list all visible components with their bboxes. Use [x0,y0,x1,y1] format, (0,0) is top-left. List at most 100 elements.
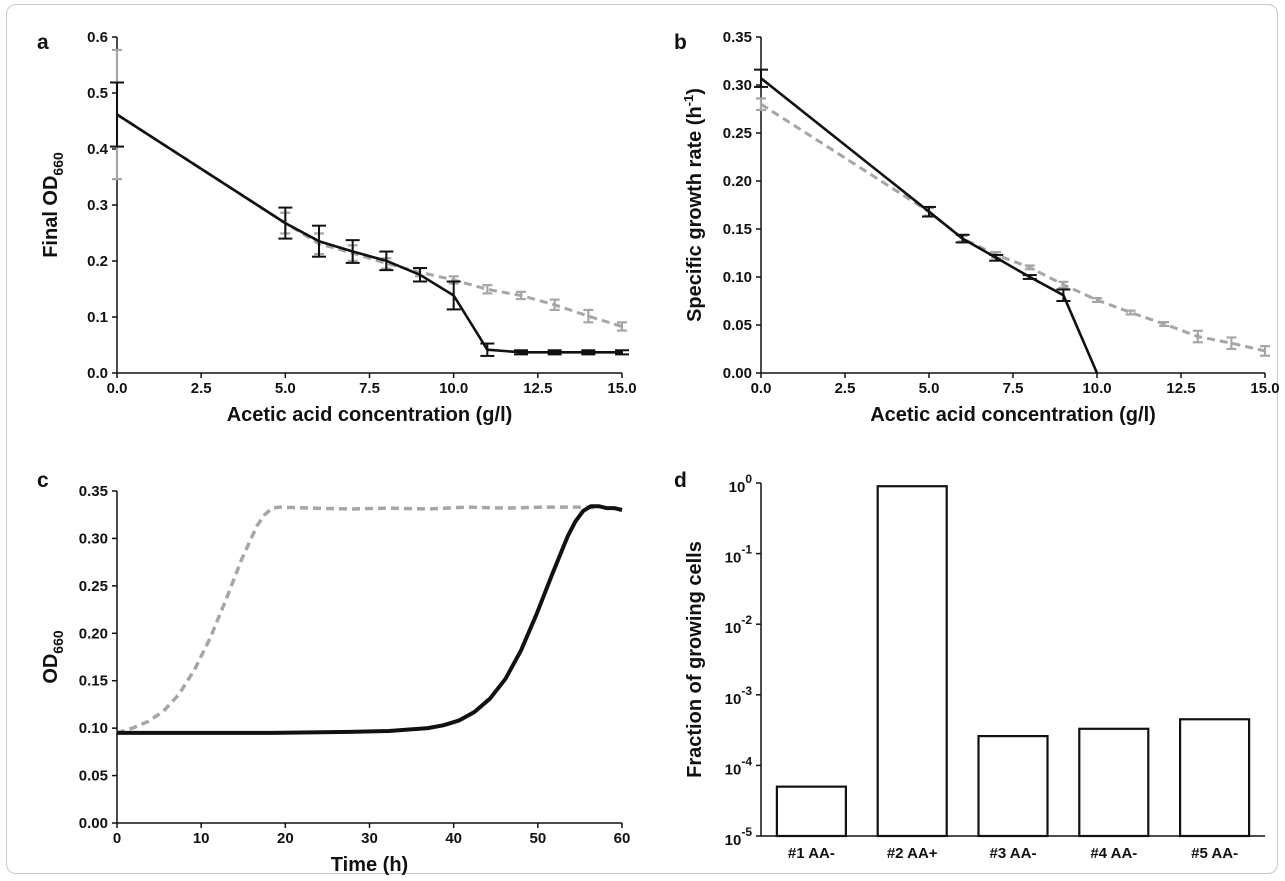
panel-b-dashed-series-errorbar [1226,336,1237,351]
panel-c-x-tick-label: 20 [277,830,294,847]
panel-c-x-tick-label: 10 [193,830,210,847]
panel-d-y-tick-label: 10-4 [725,754,753,778]
panel-a-label: a [37,31,49,54]
panel-d-y-tick-label: 10-5 [725,825,753,849]
panel-b: b 0.0 2.5 5.0 7.5 10.0 12.5 15.0 0.00 0.05 0.10 0.… [674,29,1279,426]
panel-a-solid-series-errorbar [615,349,629,356]
panel-a-solid-series-errorbar [110,81,124,148]
panel-c-y-tick-label: 0.00 [79,815,108,832]
panel-d-category-label: #4 AA- [1090,845,1137,862]
panel-a-dashed-series-errorbar [583,308,594,324]
panel-a-solid-series-errorbar [581,349,596,356]
panel-a-solid-series-errorbar [514,349,528,356]
panel-b-solid-series-errorbar [989,253,1004,262]
panel-b-x-axis-label: Acetic acid concentration (g/l) [870,404,1156,426]
panel-a-y-tick-label: 0.6 [87,29,108,46]
panel-a-dashed-series-errorbar [516,290,526,301]
panel-a-solid-series-errorbar [345,239,360,264]
panel-a-x-tick-label: 2.5 [191,380,212,397]
panel-a-y-tick-label: 0.0 [87,365,108,382]
panel-c-x-tick-label: 40 [445,830,462,847]
panel-a-solid-series-errorbar [446,280,461,311]
figure-frame: a 0.0 2.5 5.0 7.5 10.0 12.5 15.0 0.0 0.1 0.2 0.3 0.… [6,4,1279,875]
panel-d-y-tick-label: 10-1 [725,543,753,567]
panel-c-y-axis-label: OD660 [40,630,66,684]
panel-a-y-tick-label: 0.5 [87,85,108,102]
panel-b-solid-series [760,77,1099,374]
panel-b-y-tick-label: 0.25 [723,125,752,142]
panel-d-y-tick-label: 10-3 [725,684,753,708]
panel-b-solid-series-errorbar [754,68,768,88]
panel-b-y-tick-label: 0.20 [723,173,752,190]
panel-a-dashed-series-errorbar [549,298,560,312]
panel-b-dashed-series-errorbar [1058,280,1069,289]
panel-a-solid-series [116,113,622,354]
panel-b-dashed-series-errorbar [756,97,766,112]
panel-d-y-axis-label: Fraction of growing cells [684,541,706,778]
panel-a-y-tick-label: 0.3 [87,197,108,214]
panel-b-x-tick-label: 12.5 [1166,380,1195,397]
panel-a-x-tick-label: 7.5 [359,380,380,397]
panel-b-solid-series-errorbar [922,205,936,218]
panel-b-y-tick-label: 0.15 [723,221,752,238]
panel-d-category-label: #3 AA- [990,845,1037,862]
panel-d-bar [1078,727,1150,838]
panel-c: c 0 10 20 30 40 50 60 0.00 0.05 0.10 0.15 0.20 0.25 0… [37,469,630,875]
panel-b-x-tick-label: 10.0 [1082,380,1111,397]
panel-a-solid-series-errorbar [379,250,394,272]
panel-b-x-tick-label: 2.5 [835,380,856,397]
panel-c-solid-series [117,504,623,735]
panel-c-x-tick-label: 0 [113,830,121,847]
panel-b-dashed-series-errorbar [1092,297,1102,304]
panel-a-x-tick-label: 15.0 [607,380,636,397]
panel-b-dashed-series-errorbar [1260,345,1270,357]
panel-b-y-tick-label: 0.05 [723,317,752,334]
panel-b-solid-series-errorbar [955,233,970,244]
panel-b-solid-series-errorbar [1022,274,1037,280]
panel-b-y-tick-label: 0.35 [723,29,752,46]
panel-a-solid-series-errorbar [413,267,427,283]
panel-b-solid-series-errorbar [1056,288,1071,302]
panel-c-y-tick-label: 0.15 [79,673,108,690]
panel-a-solid-series-errorbar [278,206,293,240]
panel-b-label: b [674,31,687,54]
panel-a-solid-series-errorbar [547,349,562,356]
panel-c-x-tick-label: 50 [529,830,546,847]
panel-d-bar [775,785,848,838]
panel-c-y-tick-label: 0.30 [79,530,108,547]
panel-d-bar [977,735,1049,838]
panel-b-y-axis-label: Specific growth rate (h-1) [681,88,706,322]
panel-b-x-tick-label: 7.5 [1003,380,1024,397]
panel-c-y-tick-label: 0.05 [79,768,108,785]
panel-a-dashed-series-errorbar [482,284,493,295]
panel-c-y-tick-label: 0.20 [79,625,108,642]
panel-a-y-tick-label: 0.1 [87,309,108,326]
panel-d: d 100 10-1 10-2 10-3 10-4 10-5 #1 AA- #2 AA+ #3 … [674,469,1265,862]
panel-b-y-tick-label: 0.00 [723,365,752,382]
panel-a-y-tick-label: 0.2 [87,253,108,270]
panel-a-x-tick-label: 5.0 [275,380,296,397]
panel-b-x-tick-label: 0.0 [751,380,772,397]
panel-a-x-axis-label: Acetic acid concentration (g/l) [227,404,513,426]
panel-d-category-label: #5 AA- [1191,845,1238,862]
panel-a-x-tick-label: 12.5 [523,380,552,397]
panel-c-x-tick-label: 30 [361,830,378,847]
panel-d-y-tick-label: 100 [729,472,753,496]
panel-c-label: c [37,469,49,492]
panel-b-y-tick-label: 0.30 [723,77,752,94]
panel-d-category-label: #2 AA+ [887,845,938,862]
panel-a-solid-series-errorbar [312,224,326,258]
panel-b-dashed-series-errorbar [1159,321,1170,328]
panel-b-x-tick-label: 15.0 [1250,380,1279,397]
panel-c-dashed-series [116,505,599,735]
panel-c-y-tick-label: 0.25 [79,578,108,595]
panel-b-dashed-series-errorbar [1192,329,1203,344]
panel-a: a 0.0 2.5 5.0 7.5 10.0 12.5 15.0 0.0 0.1 0.2 0.3 0.… [37,29,637,426]
figure: a 0.0 2.5 5.0 7.5 10.0 12.5 15.0 0.0 0.1 0.2 0.3 0.… [37,29,1279,875]
panel-a-dashed-series [116,113,623,328]
panel-d-label: d [674,469,687,492]
panel-a-x-tick-label: 10.0 [439,380,468,397]
panel-b-x-tick-label: 5.0 [919,380,940,397]
panel-c-x-tick-label: 60 [614,830,631,847]
panel-c-y-tick-label: 0.10 [79,720,108,737]
